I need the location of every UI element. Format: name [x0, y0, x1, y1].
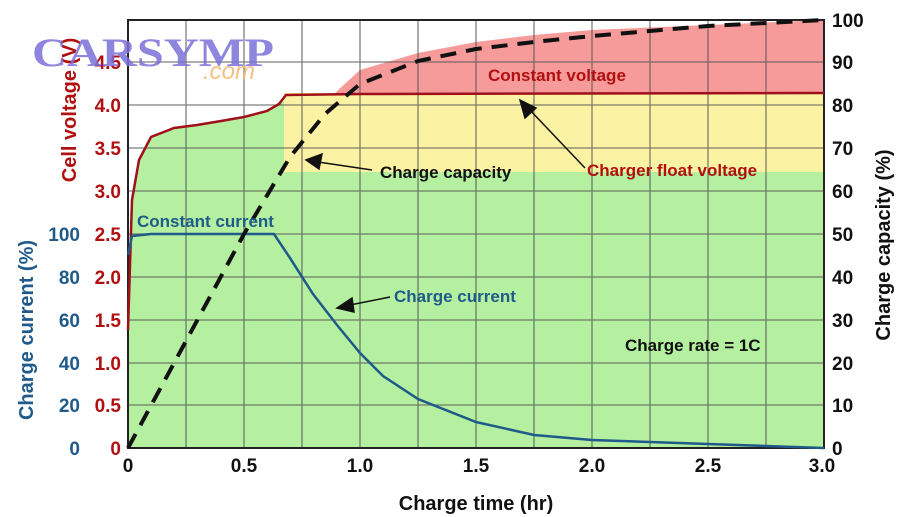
- region-yellow: [284, 93, 824, 172]
- capacity-curve: [126, 18, 825, 449]
- svg-text:0.5: 0.5: [231, 456, 258, 477]
- svg-text:70: 70: [832, 139, 853, 160]
- voltage-axis-label: Cell voltage (V): [59, 38, 81, 182]
- region-red: [335, 20, 824, 93]
- svg-text:30: 30: [832, 311, 853, 332]
- annotation-arrows: [304, 98, 586, 313]
- svg-text:2.5: 2.5: [95, 225, 122, 246]
- label-float-voltage: Charger float voltage: [587, 161, 757, 180]
- current-axis-label: Charge current (%): [16, 240, 38, 420]
- grid: [128, 20, 824, 448]
- svg-text:0.5: 0.5: [95, 396, 122, 417]
- watermark: CARSYMP .com: [32, 30, 274, 85]
- watermark-logo: CARSYMP: [32, 30, 274, 75]
- capacity-axis-label: Charge capacity (%): [873, 149, 895, 340]
- svg-text:60: 60: [59, 311, 80, 332]
- label-charge-current: Charge current: [394, 287, 516, 306]
- svg-text:0: 0: [123, 456, 134, 477]
- svg-text:2.0: 2.0: [95, 268, 121, 289]
- label-constant-current: Constant current: [137, 212, 274, 231]
- svg-text:80: 80: [59, 268, 80, 289]
- svg-text:3.5: 3.5: [95, 139, 122, 160]
- label-charge-capacity: Charge capacity: [380, 163, 512, 182]
- svg-text:20: 20: [832, 354, 853, 375]
- watermark-domain: .com: [203, 58, 255, 85]
- svg-text:2.0: 2.0: [579, 456, 605, 477]
- x-axis-ticks: 0 0.5 1.0 1.5 2.0 2.5 3.0: [123, 456, 836, 477]
- arrow-head-capacity: [304, 152, 324, 171]
- arrow-head-float: [518, 98, 538, 120]
- capacity-axis-ticks: 0 10 20 30 40 50 60 70 80 90 100: [832, 11, 864, 460]
- svg-text:1.5: 1.5: [463, 456, 490, 477]
- svg-text:40: 40: [832, 268, 853, 289]
- current-curve: [126, 232, 825, 450]
- svg-text:0: 0: [110, 439, 121, 460]
- svg-text:4.0: 4.0: [95, 96, 121, 117]
- svg-text:3.0: 3.0: [809, 456, 835, 477]
- svg-text:1.5: 1.5: [95, 311, 122, 332]
- svg-text:10: 10: [832, 396, 853, 417]
- arrow-head-current: [335, 296, 355, 313]
- current-axis-ticks: 0 20 40 60 80 100: [48, 225, 80, 460]
- voltage-axis-ticks: 0 0.5 1.0 1.5 2.0 2.5 3.0 3.5 4.0 4.5: [95, 53, 122, 460]
- svg-text:4.5: 4.5: [95, 53, 122, 74]
- svg-text:3.0: 3.0: [95, 182, 121, 203]
- svg-text:1.0: 1.0: [95, 354, 121, 375]
- voltage-curve: [126, 91, 825, 331]
- svg-text:40: 40: [59, 354, 80, 375]
- x-axis-label: Charge time (hr): [399, 493, 553, 515]
- svg-text:60: 60: [832, 182, 853, 203]
- svg-text:90: 90: [832, 53, 853, 74]
- label-constant-voltage: Constant voltage: [488, 66, 626, 85]
- plot-frame: [127, 19, 825, 449]
- svg-text:100: 100: [832, 11, 864, 32]
- svg-text:0: 0: [69, 439, 80, 460]
- label-charge-rate: Charge rate = 1C: [625, 336, 761, 355]
- svg-text:0: 0: [832, 439, 843, 460]
- svg-text:20: 20: [59, 396, 80, 417]
- svg-text:1.0: 1.0: [347, 456, 373, 477]
- svg-text:2.5: 2.5: [695, 456, 722, 477]
- svg-text:100: 100: [48, 225, 80, 246]
- svg-text:80: 80: [832, 96, 853, 117]
- svg-text:50: 50: [832, 225, 853, 246]
